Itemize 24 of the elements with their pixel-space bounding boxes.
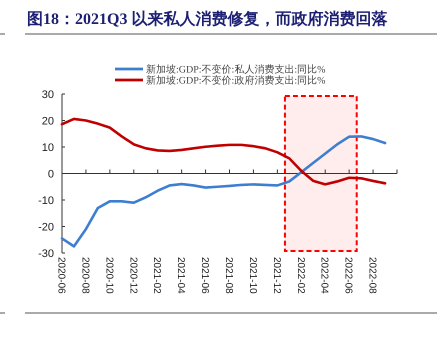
- y-tick-label: 10: [42, 142, 54, 154]
- y-tick-label: -30: [38, 248, 54, 260]
- x-tick-label: 2020-06: [56, 257, 66, 294]
- y-tick-label: -10: [38, 195, 54, 207]
- x-tick-label: 2020-12: [127, 257, 138, 294]
- x-tick-label: 2020-10: [103, 257, 114, 294]
- x-tick-label: 2021-08: [223, 257, 234, 294]
- title: 图18：2021Q3 以来私人消费修复，而政府消费回落: [27, 11, 388, 28]
- y-tick-label: 30: [42, 89, 54, 101]
- x-tick-label: 2022-06: [342, 257, 354, 294]
- x-tick-label: 2022-04: [318, 257, 330, 294]
- legend-label: 新加坡:GDP:不变价:政府消费支出:同比%: [146, 74, 326, 86]
- y-tick-label: -20: [38, 222, 54, 234]
- y-tick-label: 0: [48, 168, 54, 180]
- x-tick-label: 2021-10: [246, 257, 258, 294]
- legend-label: 新加坡:GDP:不变价:私人消费支出:同比%: [146, 64, 326, 76]
- y-tick-label: 20: [42, 116, 54, 128]
- x-tick-label: 2021-12: [270, 257, 282, 294]
- x-tick-label: 2021-06: [199, 257, 210, 294]
- x-tick-label: 2021-04: [175, 257, 186, 294]
- x-tick-label: 2020-08: [79, 257, 90, 294]
- x-tick-label: 2022-08: [366, 257, 378, 294]
- x-tick-label: 2021-02: [151, 257, 162, 294]
- x-tick-label: 2022-02: [294, 257, 306, 294]
